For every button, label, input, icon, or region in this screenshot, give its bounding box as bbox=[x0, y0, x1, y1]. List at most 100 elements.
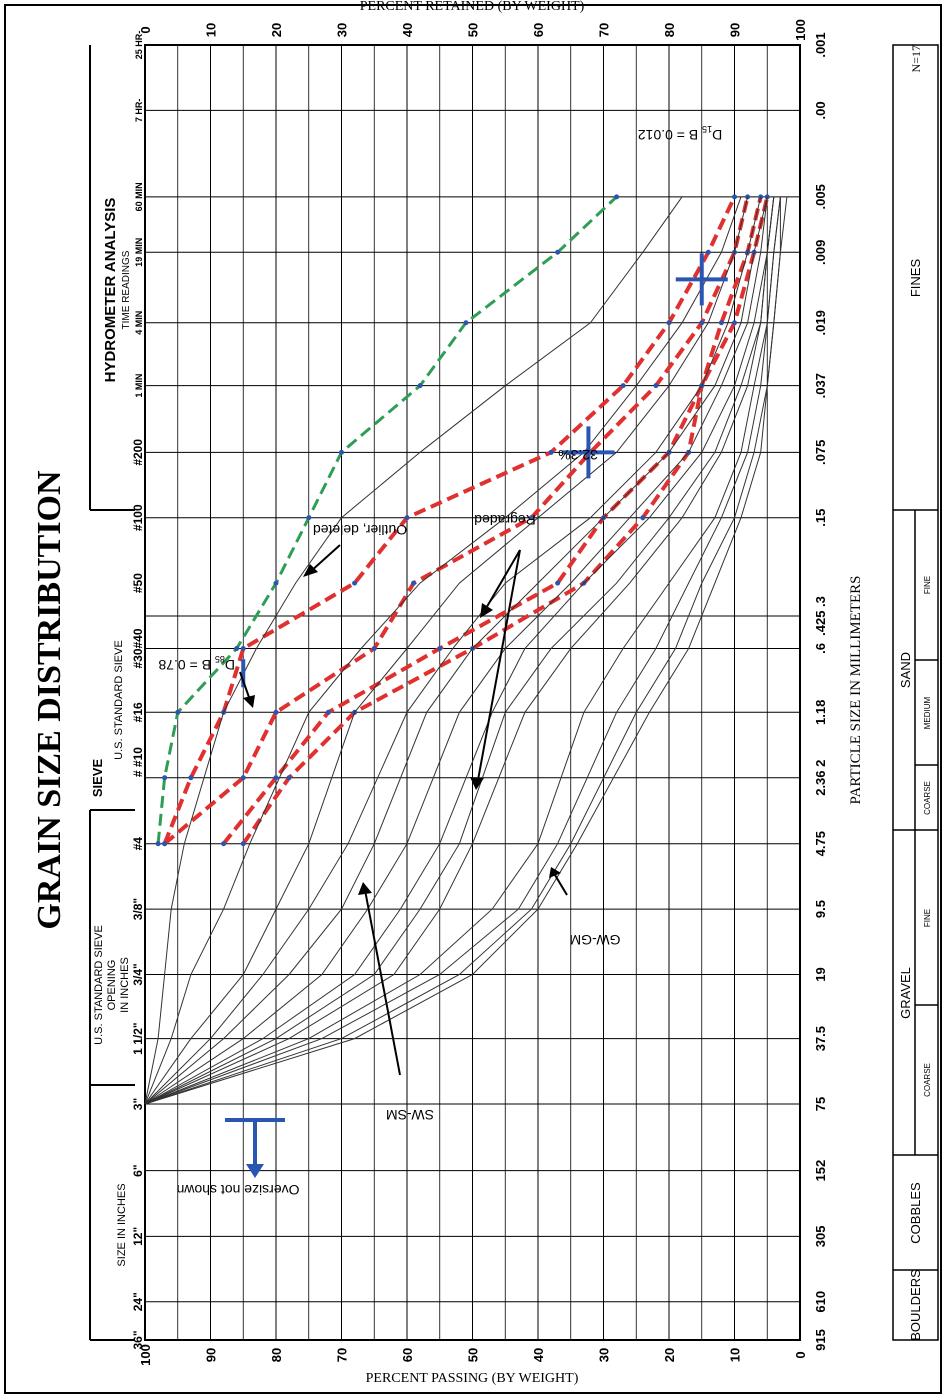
y-tick-label-left: 60 bbox=[400, 1348, 415, 1362]
y-tick-label-right: 80 bbox=[662, 23, 677, 37]
top-tick-label: #30#40 bbox=[131, 628, 145, 668]
x-tick-label: 2.36 2 bbox=[813, 760, 828, 796]
data-point bbox=[614, 194, 620, 200]
y-tick-label-right: 30 bbox=[335, 23, 350, 37]
header-sieve-opening-3: IN INCHES bbox=[119, 957, 131, 1013]
data-point bbox=[155, 841, 161, 847]
data-point bbox=[417, 383, 423, 389]
data-point bbox=[286, 775, 292, 781]
y-tick-label-left: 50 bbox=[466, 1348, 481, 1362]
data-point bbox=[339, 449, 344, 455]
y-tick-label-left: 10 bbox=[728, 1348, 743, 1362]
y-tick-label-left: 90 bbox=[204, 1348, 219, 1362]
data-point bbox=[371, 645, 377, 651]
data-point bbox=[640, 515, 646, 521]
x-tick-label: 4.75 bbox=[813, 831, 828, 856]
y-tick-label-right: 40 bbox=[400, 23, 415, 37]
x-tick-label: 152 bbox=[813, 1160, 828, 1182]
x-tick-label: .019 bbox=[813, 310, 828, 335]
data-point bbox=[528, 515, 534, 521]
top-tick-label: 24" bbox=[131, 1292, 145, 1311]
top-tick-labels: 36" 24" 12" 6" 3" 1 1/2" 3/4" 3/8" #4 # #10 #16 #30… bbox=[131, 31, 145, 1350]
annotation-d15: D15 B = 0.012 bbox=[638, 124, 723, 143]
y-tick-label-left: 100 bbox=[138, 1344, 153, 1366]
y-tick-label-left: 30 bbox=[597, 1348, 612, 1362]
annotation-gw-gm: GW-GM bbox=[549, 867, 621, 948]
top-tick-label: #50 bbox=[131, 573, 145, 593]
data-point bbox=[555, 249, 561, 255]
header-band bbox=[89, 45, 135, 1341]
class-sand-fine: FINE bbox=[923, 576, 932, 594]
top-tick-label: #100 bbox=[131, 504, 145, 531]
data-point bbox=[325, 709, 331, 715]
annotation-d85: D85 B = 0.78 bbox=[158, 654, 255, 708]
y-tick-label-right: 10 bbox=[204, 23, 219, 37]
top-tick-label: 4 MIN bbox=[134, 311, 144, 335]
series-line-soil bbox=[144, 196, 781, 1105]
data-point bbox=[234, 645, 240, 651]
data-point bbox=[221, 841, 227, 847]
data-point bbox=[404, 515, 410, 521]
data-series bbox=[144, 194, 788, 1105]
x-tick-label: 305 bbox=[813, 1226, 828, 1248]
data-point bbox=[732, 194, 737, 200]
y-tick-label-right: 60 bbox=[531, 23, 546, 37]
annotation-oversize: Oversize not shown bbox=[177, 1118, 299, 1198]
top-tick-label: 36" bbox=[131, 1330, 145, 1349]
data-point bbox=[352, 580, 358, 586]
data-point bbox=[620, 383, 626, 389]
header-sieve: SIEVE bbox=[90, 759, 105, 798]
series-line-soil bbox=[144, 196, 788, 1105]
class-cobbles: COBBLES bbox=[908, 1182, 923, 1244]
top-tick-label: 1 MIN bbox=[134, 374, 144, 398]
top-tick-label: 7 HR- bbox=[134, 99, 144, 123]
class-sand-coarse: COARSE bbox=[923, 781, 932, 815]
series-line-regraded bbox=[163, 196, 750, 846]
x-tick-label: 19 bbox=[813, 967, 828, 981]
data-point bbox=[653, 383, 659, 389]
y-tick-label-right: 20 bbox=[269, 23, 284, 37]
y-tick-labels: 0102030405060708090100100908070605040302… bbox=[138, 19, 808, 1366]
series-line-soil bbox=[144, 196, 775, 1105]
data-point bbox=[705, 249, 711, 255]
series-line-soil bbox=[144, 196, 768, 1105]
class-sand-medium: MEDIUM bbox=[923, 696, 932, 729]
top-tick-label: #4 bbox=[131, 837, 145, 851]
data-point bbox=[437, 645, 443, 651]
x-tick-label: 610 bbox=[813, 1291, 828, 1313]
annotation-outlier: Outlier, deleted bbox=[303, 522, 407, 577]
top-tick-label: 1 1/2" bbox=[131, 1022, 145, 1054]
sw-sm-label: SW-SM bbox=[386, 1107, 434, 1123]
header-size-in-inches: SIZE IN INCHES bbox=[116, 1183, 128, 1266]
series-line-soil bbox=[144, 196, 749, 1105]
series-line-outlier bbox=[156, 195, 618, 844]
data-point bbox=[162, 775, 168, 781]
header-sieve-opening-1: U.S. STANDARD SIEVE bbox=[93, 925, 105, 1045]
series-line-soil bbox=[144, 196, 683, 1105]
data-point bbox=[175, 709, 181, 715]
y-tick-label-right: 0 bbox=[138, 26, 153, 33]
data-point bbox=[463, 320, 469, 326]
y-axis-title-right: PERCENT RETAINED (BY WEIGHT) bbox=[360, 0, 585, 14]
d85-label: D85 B = 0.78 bbox=[158, 654, 235, 673]
series-line-soil bbox=[144, 196, 775, 1105]
header-hydrometer: HYDROMETER ANALYSIS bbox=[102, 198, 119, 383]
top-tick-label: #200 bbox=[131, 439, 145, 466]
outlier-label: Outlier, deleted bbox=[313, 522, 407, 538]
top-tick-label: 12" bbox=[131, 1227, 145, 1246]
x-tick-label: 1.18 bbox=[813, 700, 828, 725]
top-tick-label: 3" bbox=[131, 1098, 145, 1110]
y-tick-label-left: 80 bbox=[269, 1348, 284, 1362]
y-tick-label-right: 100 bbox=[793, 19, 808, 41]
class-gravel: GRAVEL bbox=[898, 967, 913, 1019]
data-point bbox=[699, 320, 705, 326]
x-tick-labels: 915 610 305 152 75 37.5 19 9.5 4.75 2.36 2 1.18 .6.… bbox=[813, 32, 828, 1351]
data-point bbox=[306, 515, 312, 521]
data-point bbox=[273, 709, 279, 715]
top-tick-label: 19 MIN bbox=[134, 238, 144, 267]
top-tick-label: 3/4" bbox=[131, 963, 145, 985]
series-line-regraded bbox=[162, 195, 737, 845]
y-tick-label-left: 0 bbox=[793, 1351, 808, 1358]
